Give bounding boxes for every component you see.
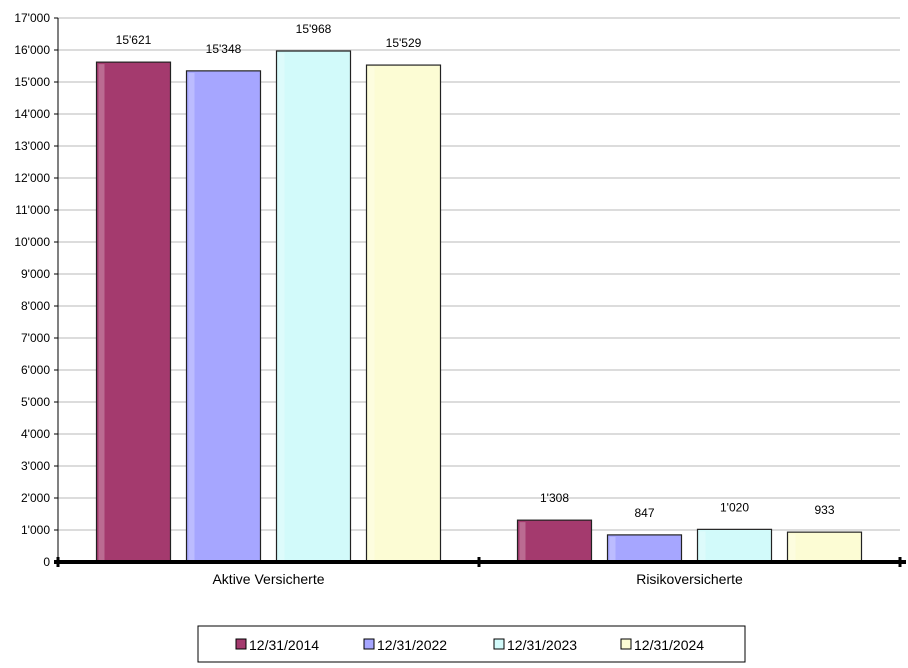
- data-label: 1'308: [540, 491, 569, 505]
- y-tick-label: 7'000: [21, 331, 50, 345]
- gridlines: [58, 17, 900, 531]
- bars: [95, 50, 863, 563]
- data-label: 1'020: [720, 500, 749, 514]
- y-tick-label: 5'000: [21, 395, 50, 409]
- bar-highlight: [789, 534, 796, 560]
- legend-swatch: [363, 638, 375, 650]
- data-label: 15'968: [296, 22, 332, 36]
- y-tick-label: 1'000: [21, 523, 50, 537]
- bar: [275, 50, 352, 563]
- y-tick-label: 8'000: [21, 299, 50, 313]
- legend: 12/31/2014 12/31/2022 12/31/2023 12/31/2024: [197, 625, 746, 663]
- category-labels: Aktive Versicherte Risikoversicherte: [212, 571, 743, 587]
- y-tick-label: 6'000: [21, 363, 50, 377]
- bar: [95, 61, 172, 563]
- bar-highlight: [609, 536, 616, 560]
- bar-highlight: [368, 67, 375, 561]
- legend-box: [197, 625, 746, 663]
- bar: [786, 531, 863, 563]
- y-tick-label: 10'000: [14, 235, 50, 249]
- data-label: 15'348: [206, 42, 242, 56]
- bar-highlight: [699, 531, 706, 560]
- category-label: Aktive Versicherte: [212, 571, 324, 587]
- data-label: 15'529: [386, 36, 422, 50]
- y-tick-label: 12'000: [14, 171, 50, 185]
- y-tick-label: 13'000: [14, 139, 50, 153]
- data-label: 15'621: [116, 33, 152, 47]
- legend-swatch: [493, 638, 505, 650]
- y-tick-label: 11'000: [15, 203, 50, 217]
- y-axis-ticks: 0 1'000 2'000 3'000 4'000 5'000 6'000 7'000 8'00…: [14, 11, 50, 569]
- bar-highlight: [278, 53, 285, 561]
- bar: [606, 534, 683, 563]
- y-tick-label: 2'000: [21, 491, 50, 505]
- legend-swatch: [235, 638, 247, 650]
- y-tick-label: 4'000: [21, 427, 50, 441]
- y-tick-label: 15'000: [14, 75, 50, 89]
- bar-highlight: [519, 522, 526, 560]
- category-label: Risikoversicherte: [636, 571, 743, 587]
- bar: [365, 64, 442, 563]
- y-tick-label: 3'000: [21, 459, 50, 473]
- legend-label: 12/31/2022: [377, 637, 447, 653]
- data-label: 933: [814, 503, 834, 517]
- y-tick-label: 17'000: [14, 11, 50, 25]
- bar: [696, 528, 773, 563]
- legend-swatch: [620, 638, 632, 650]
- data-label: 847: [634, 506, 654, 520]
- y-tick-label: 0: [43, 555, 50, 569]
- data-labels: 15'621 15'348 15'968 15'529 1'308 847 1'020 933: [116, 22, 835, 520]
- y-tick-label: 14'000: [14, 107, 50, 121]
- bar: [516, 519, 593, 563]
- y-tick-label: 16'000: [14, 43, 50, 57]
- bar-highlight: [98, 64, 105, 561]
- legend-label: 12/31/2024: [634, 637, 704, 653]
- bar: [185, 70, 262, 563]
- axes: [54, 17, 906, 567]
- y-tick-label: 9'000: [21, 267, 50, 281]
- legend-label: 12/31/2023: [507, 637, 577, 653]
- legend-label: 12/31/2014: [249, 637, 319, 653]
- bar-highlight: [188, 72, 195, 560]
